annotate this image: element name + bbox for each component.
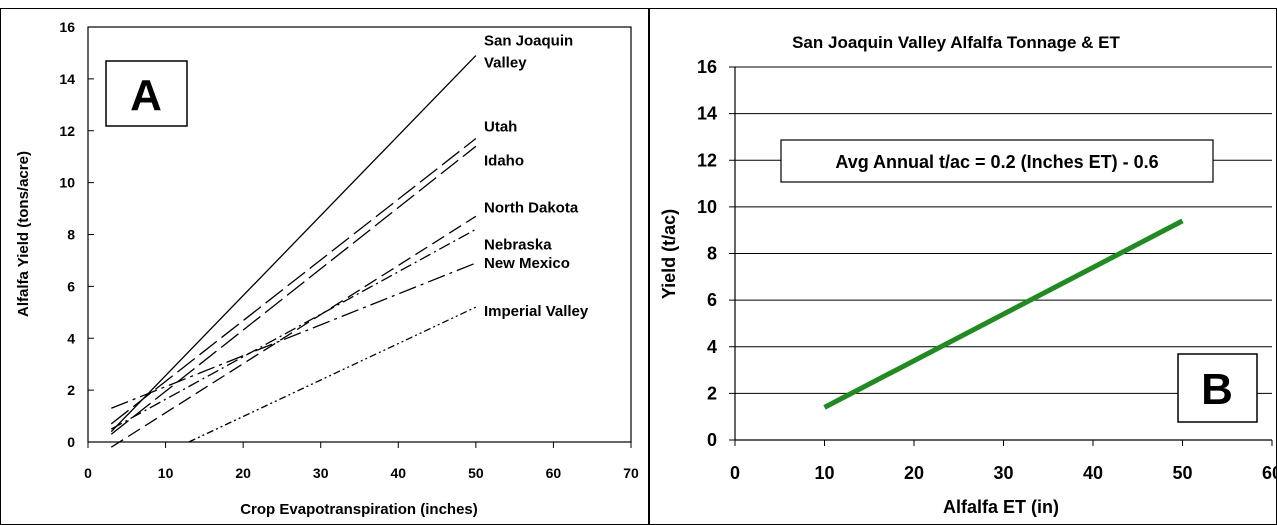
chart-a-y-tick-label: 10 xyxy=(59,175,75,191)
chart-a-x-tick-label: 50 xyxy=(468,465,484,481)
series-label-north-dakota: North Dakota xyxy=(484,199,579,216)
chart-a-x-tick-label: 20 xyxy=(235,465,251,481)
series-line-utah xyxy=(110,138,477,425)
series-label-san-joaquin-valley: Valley xyxy=(484,55,527,72)
series-label-san-joaquin-valley: San Joaquin xyxy=(484,33,573,50)
series-line-nebraska xyxy=(110,228,477,430)
chart-a-y-tick-label: 14 xyxy=(59,71,75,87)
chart-b-gridlines xyxy=(735,66,1272,394)
chart-a: 0 2 4 6 8 10 12 14 16 0 10 20 30 40 50 60 70 San Joaqui… xyxy=(15,19,639,518)
chart-a-x-tick-label: 0 xyxy=(84,465,92,481)
chart-a-series xyxy=(110,55,477,448)
chart-b-title: San Joaquin Valley Alfalfa Tonnage & ET xyxy=(792,33,1120,52)
series-label-idaho: Idaho xyxy=(484,152,524,169)
badge-a-box xyxy=(105,60,188,127)
chart-a-y-tick-label: 12 xyxy=(59,123,75,139)
chart-b-x-tick-label: 0 xyxy=(730,463,740,483)
badge-a: A xyxy=(130,71,162,120)
chart-a-x-axis: 0 10 20 30 40 50 60 70 xyxy=(84,442,639,481)
chart-a-x-tick-label: 70 xyxy=(623,465,639,481)
chart-b-y-axis: 0 2 4 6 8 10 12 14 16 xyxy=(697,57,735,450)
chart-a-y-tick-label: 16 xyxy=(59,19,75,35)
chart-b-y-axis-title: Yield (t/ac) xyxy=(659,209,679,299)
chart-b-y-tick-label: 8 xyxy=(707,244,717,264)
chart-a-x-tick-label: 30 xyxy=(313,465,329,481)
series-line-north-dakota xyxy=(110,215,477,448)
chart-b-series xyxy=(823,218,1184,410)
chart-b-y-tick-label: 16 xyxy=(697,57,717,77)
panel-b-border xyxy=(649,8,1277,525)
chart-a-y-axis-title: Alfalfa Yield (tons/acre) xyxy=(15,151,32,317)
equation-text: Avg Annual t/ac = 0.2 (Inches ET) - 0.6 xyxy=(835,152,1158,172)
chart-b-x-tick-label: 40 xyxy=(1083,463,1103,483)
chart-a-x-tick-label: 10 xyxy=(158,465,174,481)
chart-b-x-tick-label: 20 xyxy=(904,463,924,483)
series-label-new-mexico: New Mexico xyxy=(484,255,570,272)
chart-a-x-tick-label: 60 xyxy=(546,465,562,481)
badge-b: B xyxy=(1201,365,1233,414)
chart-a-y-tick-label: 2 xyxy=(67,382,75,398)
chart-a-y-tick-label: 6 xyxy=(67,278,75,294)
chart-a-y-tick-label: 4 xyxy=(67,330,75,346)
chart-b-x-axis-title: Alfalfa ET (in) xyxy=(943,497,1059,517)
chart-b: San Joaquin Valley Alfalfa Tonnage & ET … xyxy=(659,33,1277,517)
series-line-san-joaquin-valley xyxy=(110,55,477,433)
chart-b-y-tick-label: 0 xyxy=(707,430,717,450)
chart-b-x-tick-label: 10 xyxy=(814,463,834,483)
chart-b-y-tick-label: 4 xyxy=(707,337,717,357)
series-label-nebraska: Nebraska xyxy=(484,236,552,253)
series-label-imperial-valley: Imperial Valley xyxy=(484,303,589,320)
chart-a-line-labels: San Joaquin Valley Utah Idaho North Dakota Ne… xyxy=(484,33,589,321)
chart-a-y-tick-label: 8 xyxy=(67,227,75,243)
series-line-yield-vs-et xyxy=(823,218,1184,410)
series-line-new-mexico xyxy=(111,262,477,409)
chart-a-x-axis-title: Crop Evapotranspiration (inches) xyxy=(240,501,478,518)
equation-box xyxy=(780,139,1214,183)
chart-b-x-axis: 0 10 20 30 40 50 60 xyxy=(730,440,1277,483)
chart-a-y-axis: 0 2 4 6 8 10 12 14 16 xyxy=(59,19,94,450)
chart-b-x-tick-label: 50 xyxy=(1172,463,1192,483)
chart-b-y-tick-label: 2 xyxy=(707,383,717,403)
badge-b-box xyxy=(1177,353,1258,423)
chart-b-y-tick-label: 6 xyxy=(707,290,717,310)
chart-b-x-tick-label: 60 xyxy=(1262,463,1277,483)
series-line-imperial-valley xyxy=(188,306,477,443)
chart-b-y-tick-label: 12 xyxy=(697,150,717,170)
chart-b-y-tick-label: 14 xyxy=(697,104,717,124)
series-line-idaho xyxy=(110,145,477,435)
chart-b-x-tick-label: 30 xyxy=(993,463,1013,483)
series-label-utah: Utah xyxy=(484,119,517,136)
chart-a-y-tick-label: 0 xyxy=(67,434,75,450)
chart-b-y-tick-label: 10 xyxy=(697,197,717,217)
chart-a-x-tick-label: 40 xyxy=(390,465,406,481)
